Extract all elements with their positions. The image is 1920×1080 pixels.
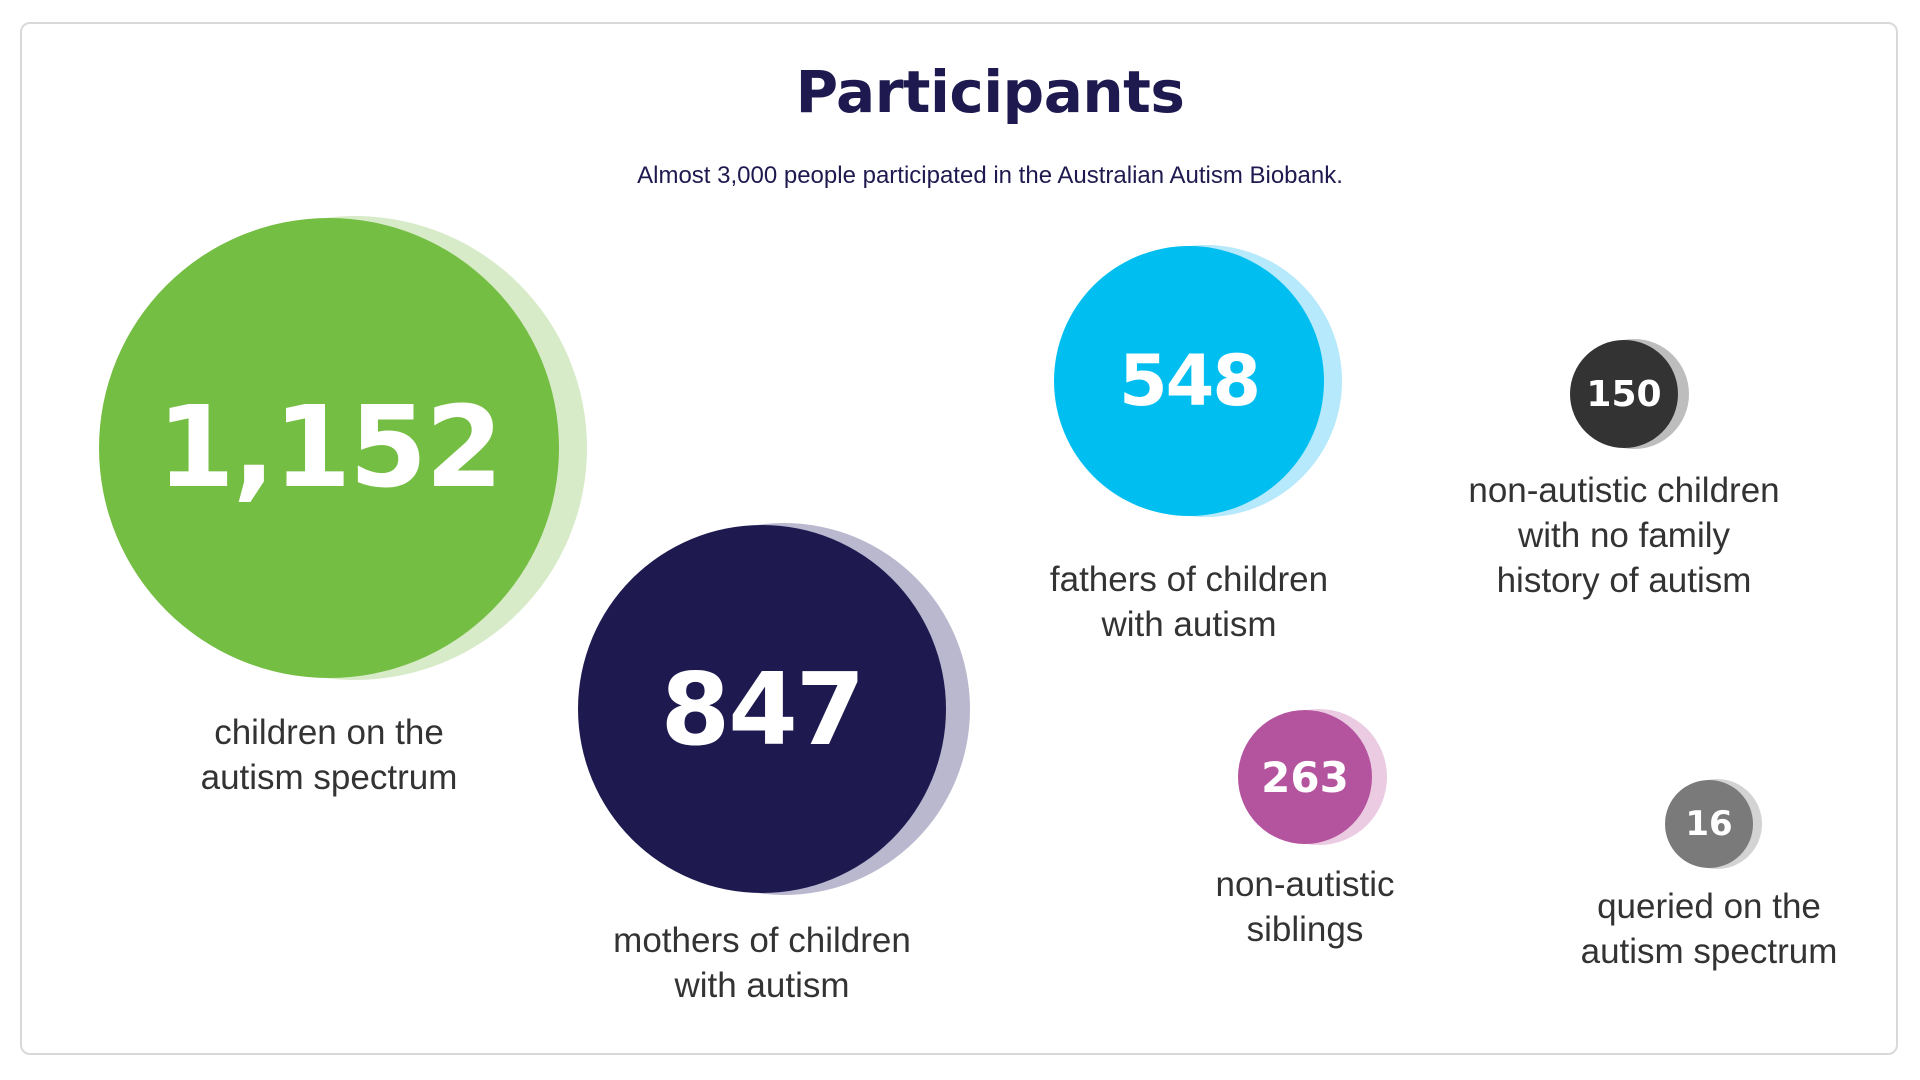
chart-title: Participants bbox=[795, 58, 1185, 126]
bubble-label: non-autistic siblings bbox=[1215, 865, 1395, 949]
bubble-label: mothers of children with autism bbox=[613, 921, 911, 1005]
bubble-value: 1,152 bbox=[156, 383, 503, 513]
bubble-circle bbox=[1238, 710, 1372, 844]
bubble-label: fathers of children with autism bbox=[1049, 560, 1329, 644]
bubble-circle bbox=[99, 218, 559, 678]
bubble-label: queried on the autism spectrum bbox=[1580, 887, 1838, 971]
bubble-1152: 1,152 bbox=[99, 216, 587, 680]
bubble-value: 150 bbox=[1586, 373, 1662, 415]
bubble-150: 150 bbox=[1570, 339, 1689, 449]
bubble-label: children on the autism spectrum bbox=[200, 713, 458, 797]
bubble-value: 263 bbox=[1261, 752, 1349, 802]
bubble-847: 847 bbox=[578, 523, 970, 895]
bubble-548: 548 bbox=[1054, 245, 1342, 517]
bubble-value: 847 bbox=[660, 650, 866, 768]
bubble-label: non-autistic children with no family his… bbox=[1468, 471, 1780, 600]
bubble-circle bbox=[1570, 340, 1678, 448]
bubble-value: 548 bbox=[1118, 340, 1261, 422]
bubble-circle bbox=[1054, 246, 1324, 516]
bubble-value: 16 bbox=[1685, 804, 1733, 844]
bubble-circle bbox=[1665, 780, 1753, 868]
chart-subtitle: Almost 3,000 people participated in the … bbox=[637, 162, 1343, 189]
bubble-16: 16 bbox=[1665, 779, 1762, 869]
bubble-263: 263 bbox=[1238, 709, 1387, 845]
bubble-circle bbox=[578, 525, 946, 893]
